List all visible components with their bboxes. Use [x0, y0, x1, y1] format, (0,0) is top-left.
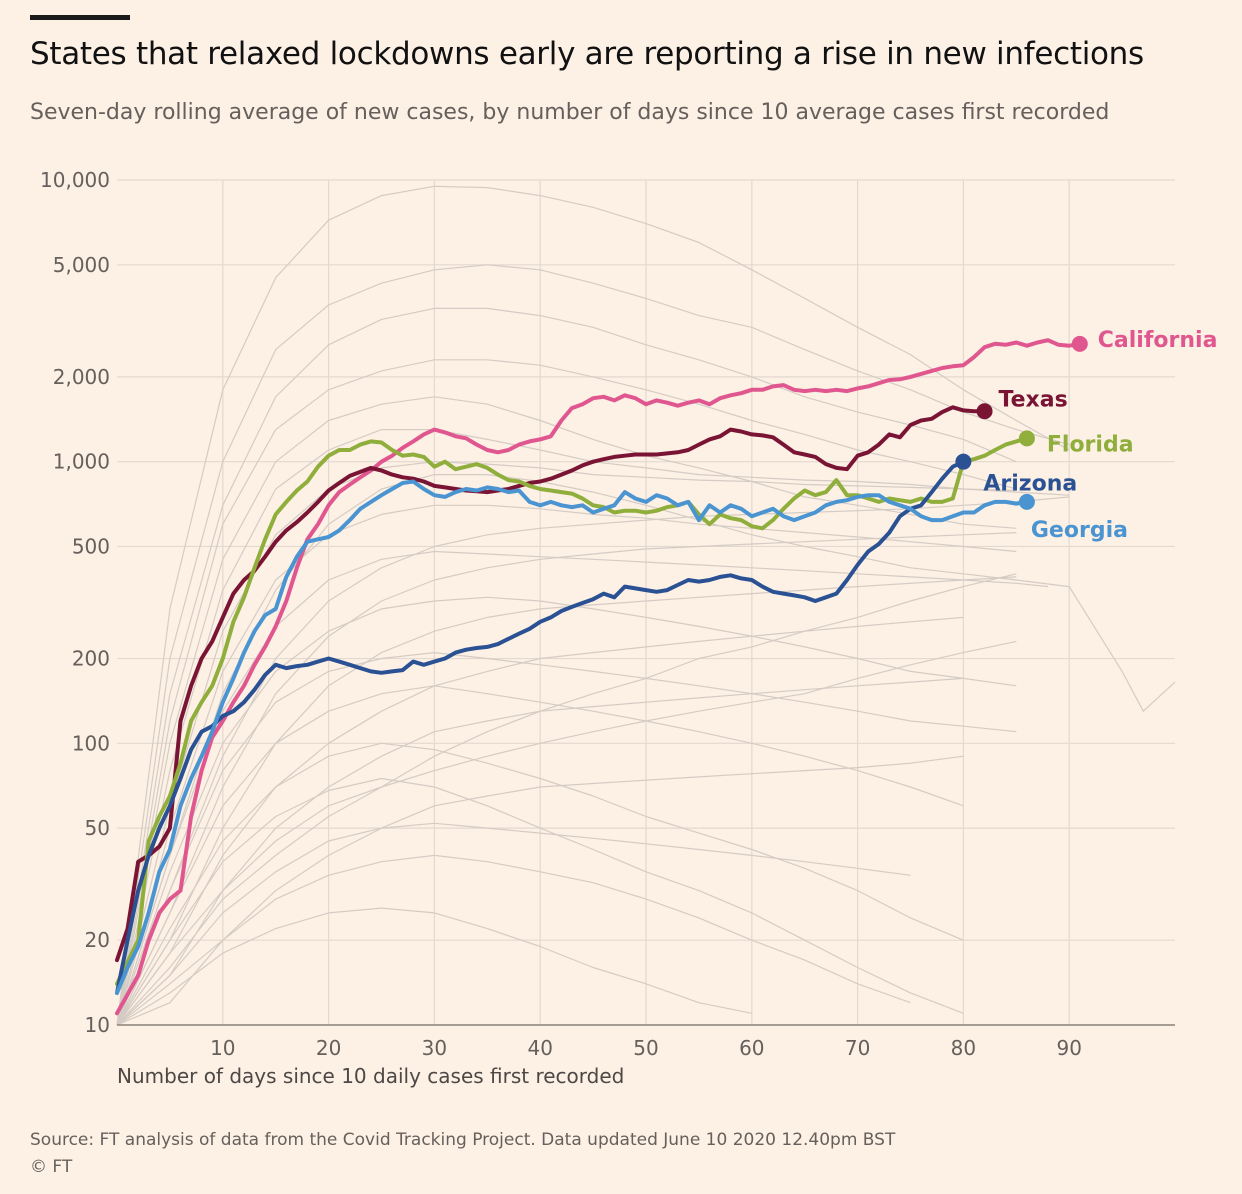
series-label-georgia: Georgia [1031, 518, 1128, 543]
x-axis-label: Number of days since 10 daily cases firs… [117, 1064, 624, 1088]
background-state-line [116, 854, 911, 1026]
y-tick-label: 20 [85, 928, 110, 952]
series-line-california [115, 338, 1082, 1016]
series-end-dot-texas [976, 403, 993, 420]
background-state-line [116, 742, 964, 1026]
x-tick-label: 80 [951, 1036, 976, 1060]
y-tick-label: 2,000 [53, 365, 110, 389]
series-label-florida: Florida [1047, 432, 1134, 457]
x-axis: 10 20 30 40 50 60 70 80 90 [117, 1024, 1175, 1060]
chart-subtitle: Seven-day rolling average of new cases, … [30, 100, 1110, 125]
copyright: © FT [30, 1157, 73, 1177]
y-tick-label: 100 [72, 731, 110, 755]
y-tick-label: 200 [72, 647, 110, 671]
background-state-line [116, 652, 1017, 1026]
x-tick-label: 60 [739, 1036, 764, 1060]
x-tick-label: 90 [1056, 1036, 1081, 1060]
source-note: Source: FT analysis of data from the Cov… [30, 1130, 896, 1150]
series-end-dot-florida [1018, 430, 1035, 447]
background-state-line [116, 907, 752, 1026]
background-state-line [116, 677, 964, 1026]
y-axis: 10 20 50 100 200 500 1,000 2,000 5,000 10,000 [40, 168, 110, 1037]
y-tick-label: 500 [72, 534, 110, 558]
background-state-line [116, 640, 1017, 1026]
series-end-dot-arizona [955, 453, 972, 470]
series-label-california: California [1098, 328, 1218, 353]
background-state-line [116, 264, 1070, 1026]
x-tick-label: 20 [316, 1036, 341, 1060]
chart-title: States that relaxed lockdowns early are … [30, 36, 1144, 72]
x-tick-label: 10 [210, 1036, 235, 1060]
series-line-arizona [115, 459, 966, 995]
y-tick-label: 1,000 [53, 450, 110, 474]
x-tick-label: 50 [633, 1036, 658, 1060]
x-tick-label: 30 [422, 1036, 447, 1060]
background-state-line [116, 755, 964, 1026]
background-state-line [116, 822, 911, 1026]
x-tick-label: 40 [527, 1036, 552, 1060]
line-chart: California Texas Florida Arizona Georgia 10 2… [40, 168, 1218, 1088]
background-state-line [116, 504, 1017, 1026]
y-tick-label: 5,000 [53, 253, 110, 277]
background-state-line [116, 396, 1017, 1026]
gridlines [117, 179, 1175, 1026]
background-state-line [116, 616, 964, 1026]
background-state-line [116, 777, 964, 1026]
x-tick-label: 70 [845, 1036, 870, 1060]
series-label-arizona: Arizona [983, 472, 1077, 497]
background-state-line [116, 307, 1017, 1026]
highlighted-state-lines: California Texas Florida Arizona Georgia [115, 328, 1218, 1016]
background-state-line [116, 532, 1017, 1026]
y-tick-label: 10,000 [40, 168, 110, 192]
background-state-line [116, 685, 964, 1026]
series-line-florida [115, 436, 1029, 986]
series-end-dot-california [1071, 335, 1088, 352]
background-state-line [116, 576, 1017, 1026]
y-tick-label: 50 [85, 816, 110, 840]
background-state-line [116, 185, 1070, 1026]
series-label-texas: Texas [999, 387, 1068, 412]
brand-bar [30, 15, 130, 20]
series-end-dot-georgia [1018, 493, 1035, 510]
background-state-line [116, 596, 1017, 1026]
y-tick-label: 10 [85, 1013, 110, 1037]
background-state-line [116, 573, 1017, 1026]
series-line-georgia [115, 479, 1029, 995]
series-line-texas [115, 405, 987, 963]
